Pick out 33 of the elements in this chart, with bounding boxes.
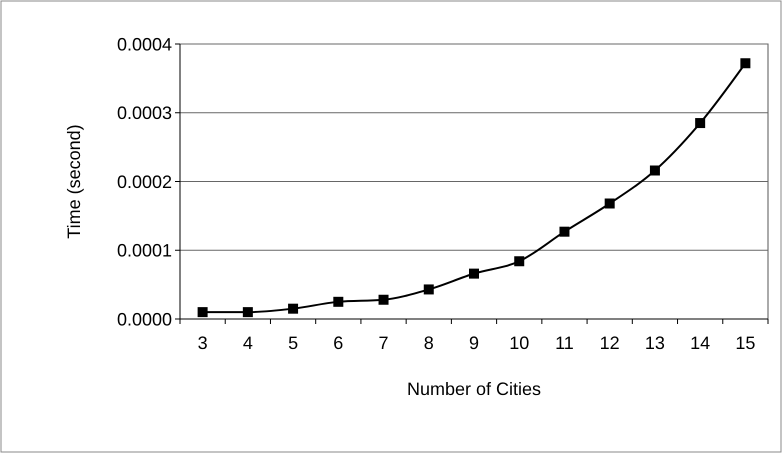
x-tick-label: 11 <box>555 333 574 353</box>
x-tick-label: 5 <box>288 333 298 353</box>
point <box>740 58 750 68</box>
point <box>378 294 389 305</box>
x-tick-label: 6 <box>333 333 344 353</box>
x-tick-label: 15 <box>735 333 756 353</box>
point <box>695 118 706 128</box>
point <box>242 307 253 318</box>
y-axis-title: Time (second) <box>64 124 84 239</box>
point <box>650 166 660 176</box>
point <box>514 256 524 266</box>
y-tick-label: 0.0004 <box>116 34 172 54</box>
x-tick-label: 9 <box>468 333 480 353</box>
x-axis-title: Number of Cities <box>406 379 542 399</box>
x-tick-label: 14 <box>690 333 710 353</box>
point <box>198 307 208 318</box>
point <box>424 284 434 294</box>
x-tick-label: 12 <box>600 333 620 353</box>
point <box>333 296 344 307</box>
y-tick-label: 0.0000 <box>116 309 172 330</box>
y-tick-label: 0.0001 <box>116 240 172 261</box>
point <box>604 198 615 208</box>
y-tick-label: 0.0002 <box>116 172 172 192</box>
point <box>559 226 570 237</box>
x-tick-label: 13 <box>644 333 665 353</box>
x-tick-label: 3 <box>198 333 208 353</box>
point <box>469 268 479 279</box>
y-tick-label: 0.0003 <box>116 103 172 124</box>
x-tick-label: 10 <box>509 333 530 353</box>
x-tick-label: 4 <box>242 333 253 353</box>
x-tick-label: 8 <box>424 333 434 353</box>
x-tick-label: 7 <box>378 333 389 353</box>
point <box>288 304 298 314</box>
